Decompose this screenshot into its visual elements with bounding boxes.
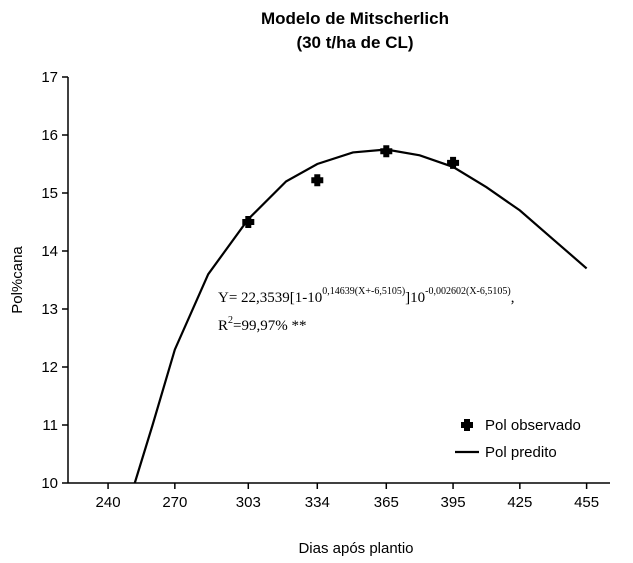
chart-subtitle: (30 t/ha de CL) [296, 33, 413, 52]
legend-label: Pol predito [485, 444, 557, 461]
y-tick-label: 13 [41, 301, 58, 318]
y-axis-label: Pol%cana [9, 246, 26, 314]
y-tick-label: 14 [41, 243, 58, 260]
r2-exponent: 2 [228, 315, 233, 326]
x-tick-label: 303 [236, 494, 261, 511]
x-tick-label: 365 [374, 494, 399, 511]
equation-exponent: -0,002602(X-6,5105) [425, 286, 511, 297]
x-tick-label: 270 [162, 494, 187, 511]
x-tick-label: 334 [305, 494, 330, 511]
x-tick-label: 425 [507, 494, 532, 511]
x-tick-label: 395 [441, 494, 466, 511]
equation-part: , [511, 290, 515, 306]
x-axis-label: Dias após plantio [298, 540, 413, 557]
y-tick-label: 16 [41, 127, 58, 144]
y-tick-label: 15 [41, 185, 58, 202]
data-point [380, 145, 393, 158]
r2-part: =99,97% ** [233, 318, 306, 334]
equation: Y= 22,3539[1-100,14639(X+-6,5105)]10-0,0… [218, 286, 514, 306]
predicted-line [133, 148, 588, 484]
legend-marker [461, 419, 473, 431]
y-tick-label: 12 [41, 359, 58, 376]
equation-part: Y= 22,3539[1-10 [218, 290, 322, 306]
r-squared: R2=99,97% ** [218, 315, 306, 334]
y-tick-label: 10 [41, 475, 58, 492]
x-tick-label: 240 [96, 494, 121, 511]
chart-title: Modelo de Mitscherlich [261, 9, 449, 28]
y-tick-label: 17 [41, 69, 58, 86]
r2-part: R [218, 318, 228, 334]
legend-label: Pol observado [485, 417, 581, 434]
y-tick-label: 11 [42, 417, 58, 434]
data-point [311, 174, 324, 187]
x-tick-label: 455 [574, 494, 599, 511]
equation-exponent: 0,14639(X+-6,5105) [322, 286, 405, 297]
equation-part: ]10 [405, 290, 425, 306]
